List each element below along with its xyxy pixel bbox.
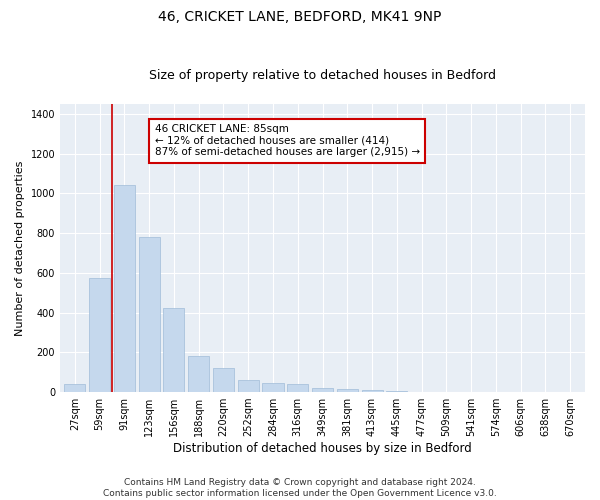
Bar [386,390,407,392]
Bar [312,388,333,392]
X-axis label: Distribution of detached houses by size in Bedford: Distribution of detached houses by size … [173,442,472,455]
Bar [213,368,234,392]
Bar [139,237,160,392]
Text: 46 CRICKET LANE: 85sqm
← 12% of detached houses are smaller (414)
87% of semi-de: 46 CRICKET LANE: 85sqm ← 12% of detached… [155,124,419,158]
Bar [262,383,284,392]
Bar [163,308,184,392]
Y-axis label: Number of detached properties: Number of detached properties [15,160,25,336]
Bar [287,384,308,392]
Bar [337,388,358,392]
Title: Size of property relative to detached houses in Bedford: Size of property relative to detached ho… [149,69,496,82]
Bar [89,278,110,392]
Bar [64,384,85,392]
Text: Contains HM Land Registry data © Crown copyright and database right 2024.
Contai: Contains HM Land Registry data © Crown c… [103,478,497,498]
Text: 46, CRICKET LANE, BEDFORD, MK41 9NP: 46, CRICKET LANE, BEDFORD, MK41 9NP [158,10,442,24]
Bar [238,380,259,392]
Bar [114,186,135,392]
Bar [362,390,383,392]
Bar [188,356,209,392]
